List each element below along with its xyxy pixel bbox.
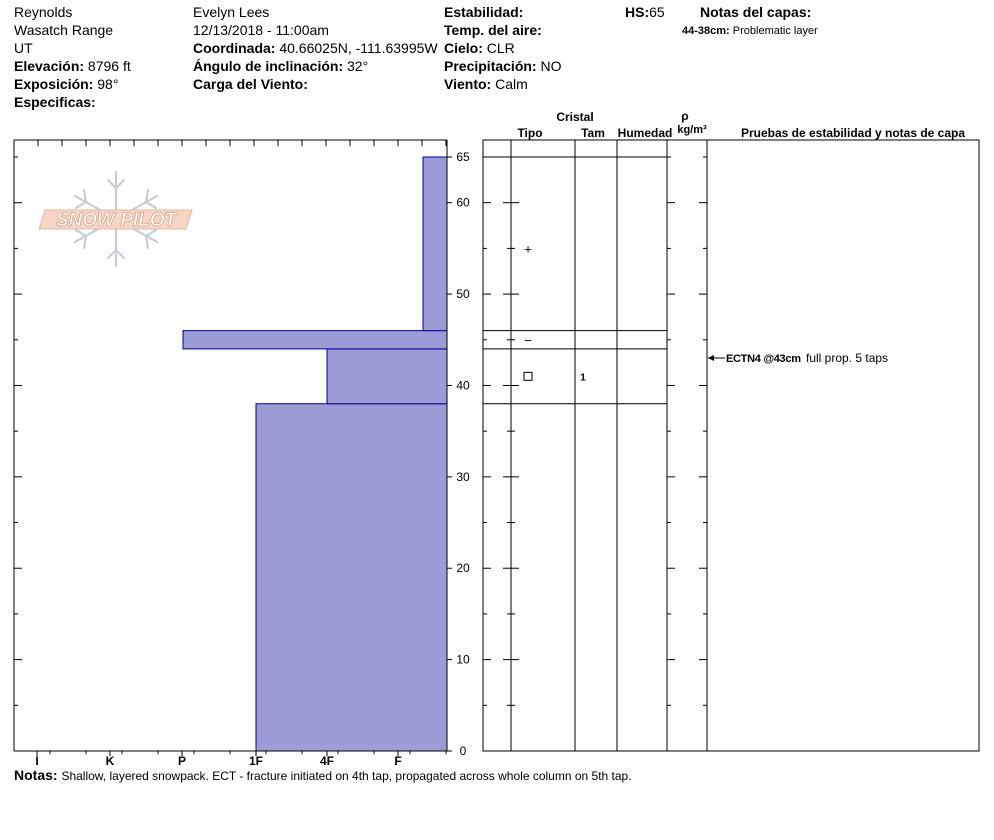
coord-value: 40.66025N, -111.63995W xyxy=(279,40,438,56)
wind-value: Calm xyxy=(495,76,528,92)
observation-datetime: 12/13/2018 - 11:00am xyxy=(193,22,329,38)
elevation-label: Elevación: xyxy=(14,58,85,74)
mountain-range: Wasatch Range xyxy=(14,22,114,38)
slope-angle: Ángulo de inclinación: 32° xyxy=(193,57,368,75)
hardness-tick-label: 1F xyxy=(249,754,263,768)
sky-label: Cielo: xyxy=(444,40,483,56)
crystal-table: + − 1 xyxy=(482,139,980,752)
elevation: Elevación: 8796 ft xyxy=(14,57,131,75)
hardness-tick-label: P xyxy=(178,754,186,768)
hardness-tick-label: K xyxy=(106,754,115,768)
snow-height: HS:65 xyxy=(625,3,665,21)
slope-label: Ángulo de inclinación: xyxy=(193,58,344,74)
hardness-bar xyxy=(255,403,448,752)
rho-header: ρ xyxy=(681,109,689,123)
depth-tick-label: 10 xyxy=(456,653,470,667)
crystal-type-symbol: − xyxy=(524,333,532,348)
crystal-type-symbol xyxy=(523,371,533,381)
hardness-bar xyxy=(182,330,448,350)
crystal-size: 1 xyxy=(580,372,586,383)
depth-tick-label: 0 xyxy=(460,744,467,758)
observer-person: Evelyn Lees xyxy=(193,4,270,20)
notes: Notas: Shallow, layered snowpack. ECT - … xyxy=(14,766,632,785)
layer-notes-title: Notas del capas: xyxy=(700,4,812,20)
elevation-value: 8796 ft xyxy=(87,58,131,74)
stability-label: Estabilidad: xyxy=(444,4,524,20)
sky-value: CLR xyxy=(486,40,515,56)
tests-header: Pruebas de estabilidad y notas de capa xyxy=(740,126,966,140)
specifics-label: Especificas: xyxy=(14,94,96,110)
layer-note: 44-38cm: Problematic layer xyxy=(682,22,818,40)
layer-note-range: 44-38cm: xyxy=(682,25,730,37)
slope-value: 32° xyxy=(347,58,369,74)
observer-name: Reynolds xyxy=(14,4,73,20)
depth-tick-label: 60 xyxy=(456,196,470,210)
crystal-type-symbol: + xyxy=(524,241,532,256)
logo-banner xyxy=(38,209,193,230)
hs-label: HS: xyxy=(625,4,650,20)
wind: Viento: Calm xyxy=(444,75,528,93)
depth-tick-label: 50 xyxy=(456,287,470,301)
layer-note-text: Problematic layer xyxy=(732,25,818,37)
size-header: Tam xyxy=(581,126,605,140)
snowpilot-logo: SNOW PILOT xyxy=(38,170,193,268)
state: UT xyxy=(14,40,33,56)
logo-text: SNOW PILOT xyxy=(56,210,178,231)
test-label: ECTN4 @43cm xyxy=(726,353,801,365)
hardness-bar xyxy=(326,348,448,405)
precip-value: NO xyxy=(540,58,562,74)
hardness-tick-label: F xyxy=(394,754,401,768)
depth-tick-label: 30 xyxy=(456,470,470,484)
hardness-tick-label: I xyxy=(35,754,38,768)
aspect: Exposición: 98° xyxy=(14,75,118,93)
coord-label: Coordinada: xyxy=(193,40,276,56)
aspect-label: Exposición: xyxy=(14,76,94,92)
aspect-value: 98° xyxy=(97,76,119,92)
hardness-axis: I K P 1F 4F F xyxy=(35,751,447,768)
precipitation: Precipitación: NO xyxy=(444,57,561,75)
crystal-header: Cristal xyxy=(556,110,594,124)
density-unit-header: kg/m³ xyxy=(677,124,707,136)
notes-label: Notas: xyxy=(14,767,58,783)
notes-text: Shallow, layered snowpack. ECT - fractur… xyxy=(61,769,632,783)
depth-axis: 0 10 20 30 40 50 60 65 xyxy=(447,150,470,758)
depth-tick-label: 65 xyxy=(456,150,470,164)
depth-tick-label: 40 xyxy=(456,378,470,392)
stability-test-annotation: ECTN4 @43cm full prop. 5 taps xyxy=(708,351,888,365)
airtemp-label: Temp. del aire: xyxy=(444,22,542,38)
depth-tick-label: 20 xyxy=(456,561,470,575)
windload-label: Carga del Viento: xyxy=(193,76,308,92)
wind-label: Viento: xyxy=(444,76,492,92)
moisture-header: Humedad xyxy=(617,126,673,140)
table-border xyxy=(482,139,980,752)
test-arrow-head xyxy=(708,355,714,362)
hardness-bar xyxy=(422,156,448,332)
hardness-tick-label: 4F xyxy=(320,754,334,768)
test-note: full prop. 5 taps xyxy=(806,351,888,365)
type-header: Tipo xyxy=(517,126,543,140)
hardness-bars xyxy=(182,156,448,752)
coordinates: Coordinada: 40.66025N, -111.63995W xyxy=(193,39,438,57)
precip-label: Precipitación: xyxy=(444,58,537,74)
sky: Cielo: CLR xyxy=(444,39,515,57)
hs-value: 65 xyxy=(649,4,665,20)
